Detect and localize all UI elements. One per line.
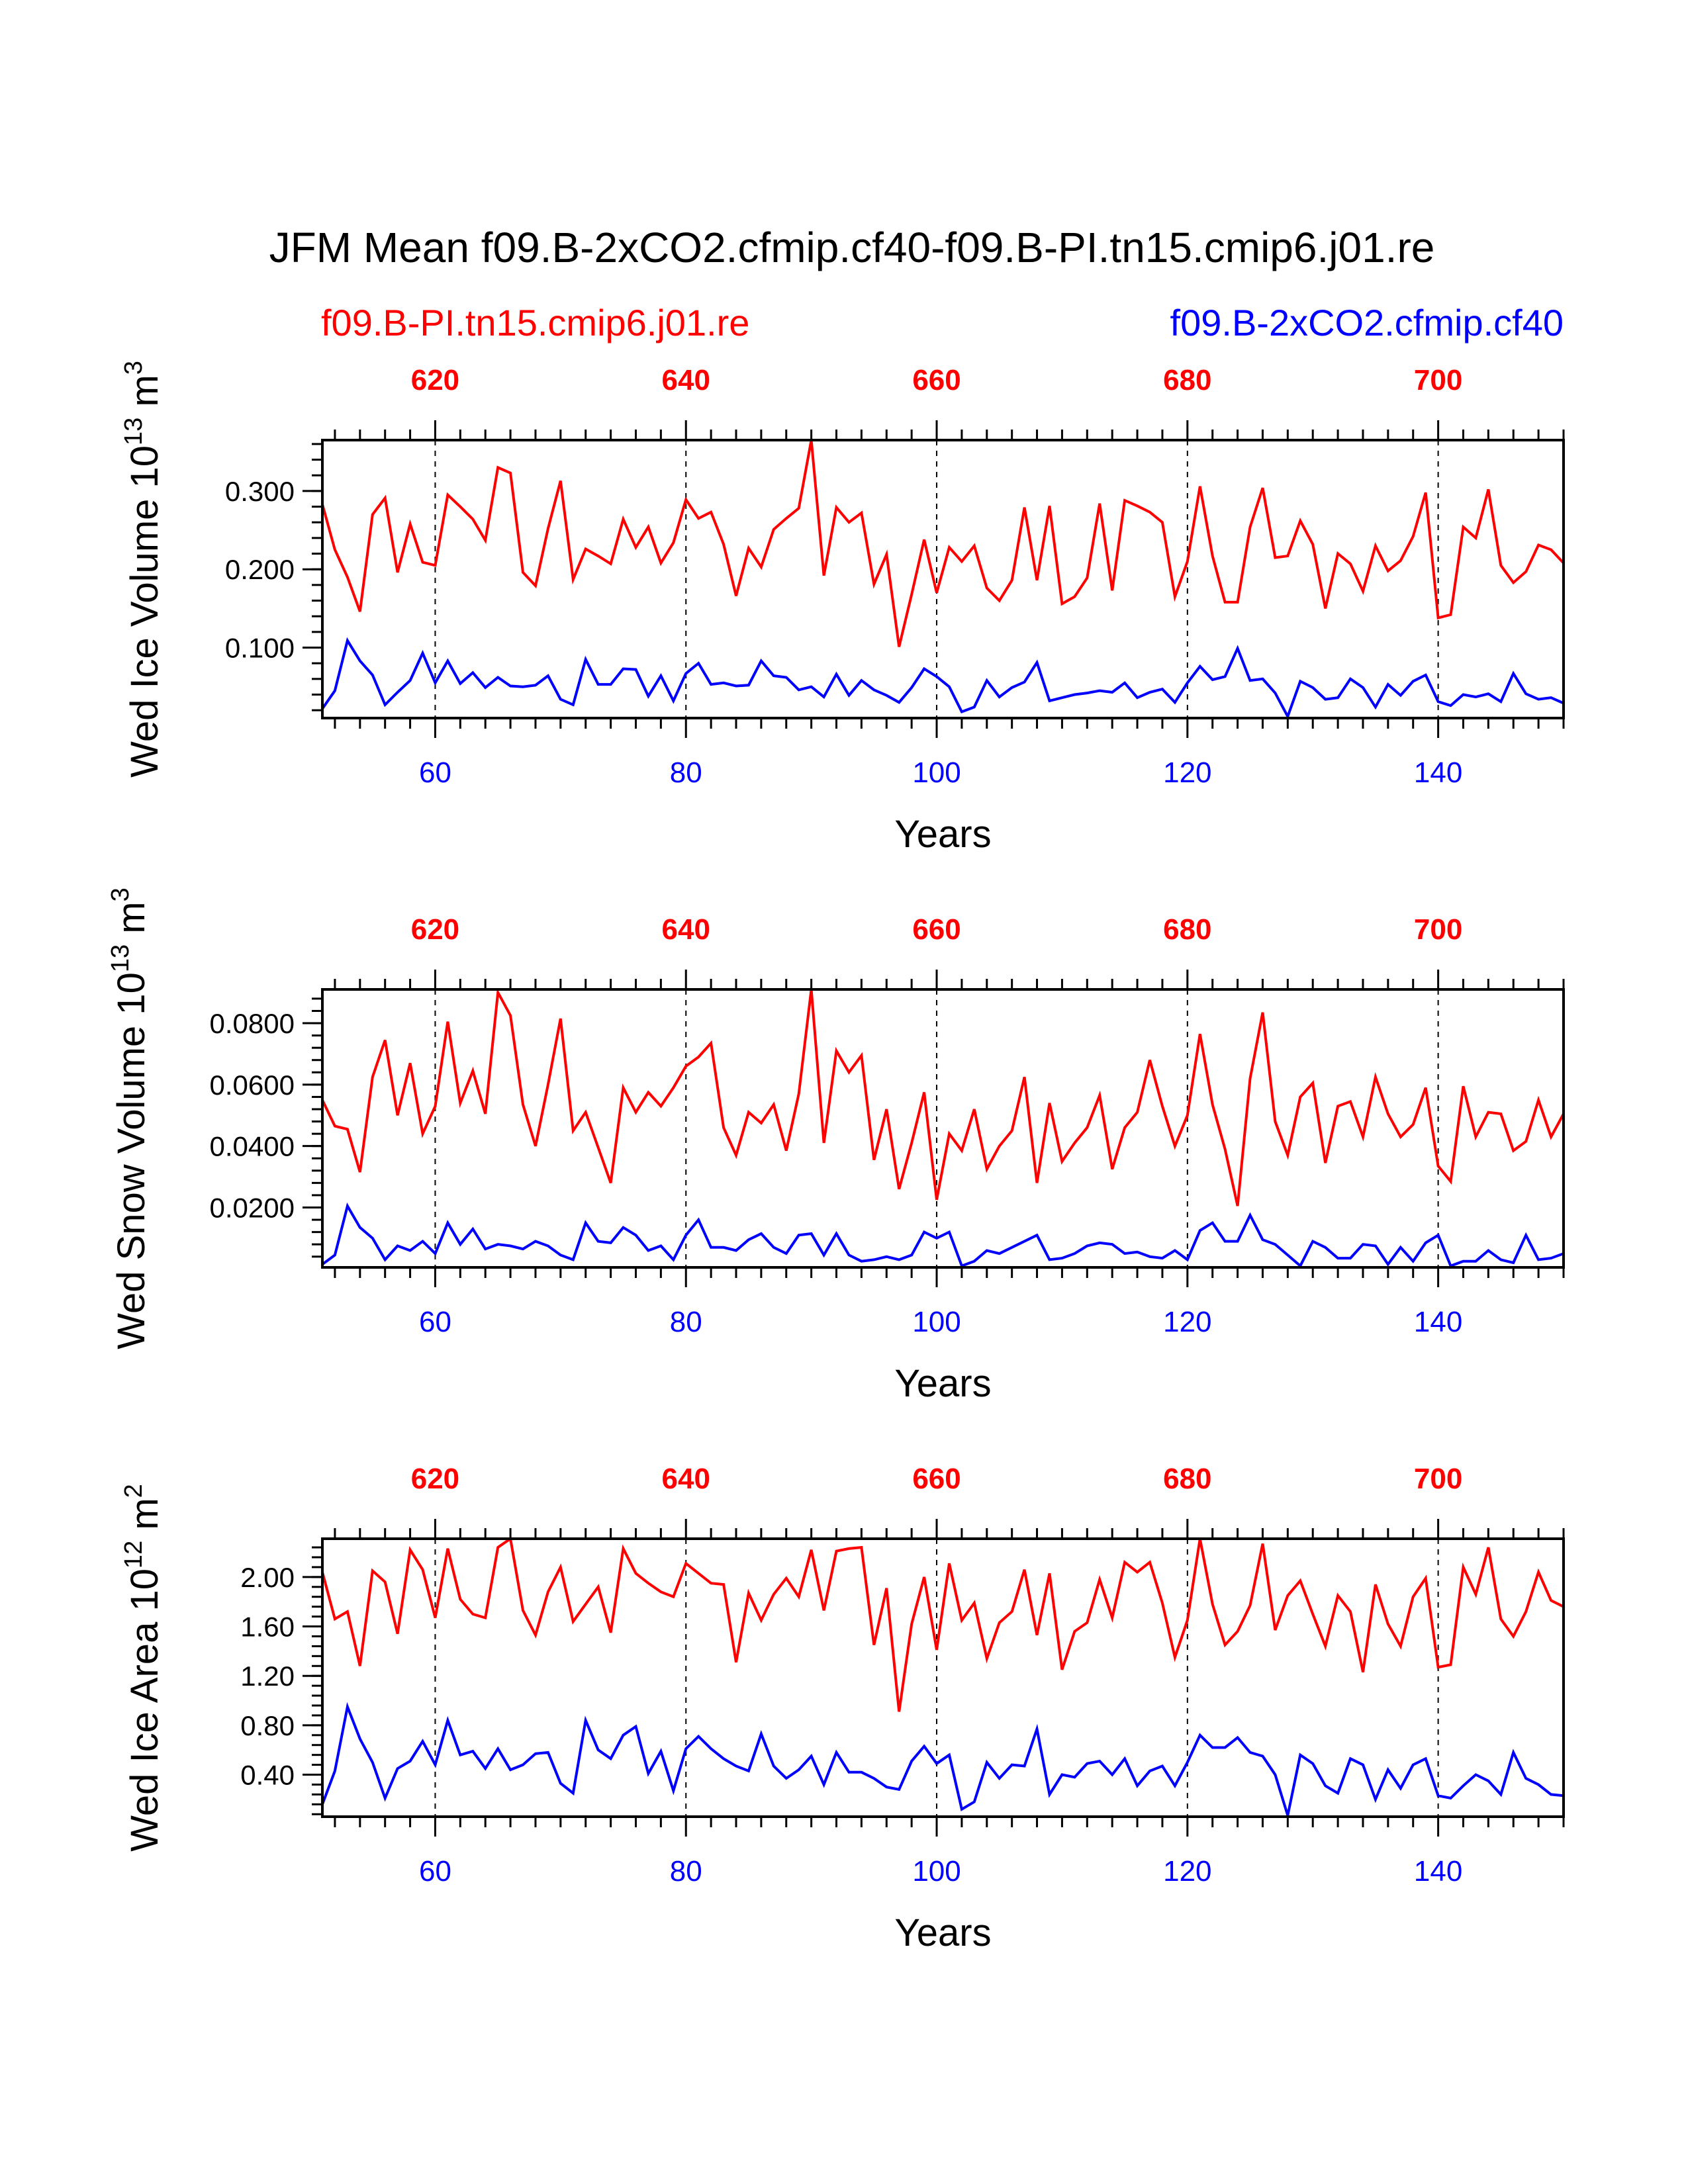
x-tick-label-bottom: 140 <box>1414 756 1462 789</box>
x-tick-label-bottom: 140 <box>1414 1306 1462 1338</box>
x-tick-label-top: 700 <box>1414 1463 1462 1495</box>
y-axis-title-unit: m <box>123 375 166 417</box>
x-tick-label-top: 680 <box>1163 364 1211 396</box>
y-axis-title-exponent: 13 <box>120 418 148 445</box>
y-tick-label: 0.0200 <box>210 1193 295 1224</box>
x-tick-label-bottom: 100 <box>912 1306 961 1338</box>
y-tick-label: 0.0400 <box>210 1131 295 1162</box>
y-tick-label: 0.40 <box>240 1760 295 1791</box>
y-tick-label: 0.0600 <box>210 1069 295 1101</box>
series-line-pi <box>321 987 1565 1206</box>
y-tick-label: 2.00 <box>240 1562 295 1593</box>
legend-label-2xco2: f09.B-2xCO2.cfmip.cf40 <box>1170 302 1564 343</box>
x-tick-label-top: 700 <box>1414 364 1462 396</box>
x-tick-label-bottom: 60 <box>419 1306 451 1338</box>
x-tick-label-bottom: 140 <box>1414 1855 1462 1888</box>
x-tick-label-bottom: 80 <box>670 1306 702 1338</box>
x-tick-label-top: 680 <box>1163 1463 1211 1495</box>
x-tick-label-bottom: 80 <box>670 1855 702 1888</box>
x-tick-label-top: 660 <box>912 913 961 946</box>
series-line-2xco2 <box>321 1202 1564 1268</box>
y-axis-title-main: Wed Ice Area 10 <box>123 1569 166 1852</box>
x-tick-label-top: 620 <box>411 364 459 396</box>
x-axis-title: Years <box>894 1911 991 1954</box>
y-axis-title-main: Wed Snow Volume 10 <box>110 972 153 1349</box>
x-tick-label-top: 660 <box>912 1463 961 1495</box>
y-axis-title-main: Wed Ice Volume 10 <box>123 445 166 778</box>
y-tick-label: 1.60 <box>240 1612 295 1643</box>
series-line-pi <box>321 1536 1564 1712</box>
chart-panel-2: 0.0200 0.0400 0.0600 0.0800 60 80 100 120 140 620… <box>107 887 1565 1405</box>
chart-panel-1: 0.100 0.200 0.300 60 80 100 120 140 620 640 660 680… <box>120 361 1565 856</box>
x-tick-label-top: 660 <box>912 364 961 396</box>
y-tick-label: 0.300 <box>225 476 295 507</box>
x-tick-label-bottom: 120 <box>1163 1855 1211 1888</box>
x-tick-label-top: 620 <box>411 913 459 946</box>
x-tick-label-top: 640 <box>662 913 710 946</box>
x-tick-label-bottom: 120 <box>1163 756 1211 789</box>
figure-title: JFM Mean f09.B-2xCO2.cfmip.cf40-f09.B-PI… <box>269 224 1435 271</box>
y-tick-label: 0.80 <box>240 1710 295 1741</box>
y-axis-title-unit: m <box>110 901 153 944</box>
x-tick-label-bottom: 120 <box>1163 1306 1211 1338</box>
legend-label-pi: f09.B-PI.tn15.cmip6.j01.re <box>321 302 749 343</box>
y-axis-title-exponent: 13 <box>107 944 134 972</box>
y-axis-title: Wed Snow Volume 1013 m3 <box>107 887 153 1349</box>
x-tick-label-bottom: 100 <box>912 756 961 789</box>
y-axis-title-unit: m <box>123 1498 166 1540</box>
series-line-pi <box>321 439 1565 647</box>
series-line-2xco2 <box>321 637 1564 720</box>
series-line-2xco2 <box>321 1702 1564 1816</box>
x-tick-label-top: 640 <box>662 1463 710 1495</box>
x-tick-label-top: 700 <box>1414 913 1462 946</box>
x-tick-label-top: 620 <box>411 1463 459 1495</box>
y-axis-title-unit-exponent: 3 <box>120 361 148 375</box>
y-tick-label: 1.20 <box>240 1661 295 1692</box>
x-tick-label-top: 680 <box>1163 913 1211 946</box>
x-tick-label-top: 640 <box>662 364 710 396</box>
x-tick-label-bottom: 60 <box>419 1855 451 1888</box>
y-axis-title: Wed Ice Area 1012 m2 <box>120 1484 166 1852</box>
panels-container: 0.100 0.200 0.300 60 80 100 120 140 620 640 660 680… <box>107 361 1565 1954</box>
plot-frame <box>321 1537 1565 1818</box>
x-axis-title: Years <box>894 813 991 856</box>
x-axis-title: Years <box>894 1362 991 1405</box>
y-tick-label: 0.200 <box>225 554 295 585</box>
chart-panel-3: 0.40 0.80 1.20 1.60 2.00 60 80 100 120 140 620 640 6… <box>120 1463 1565 1954</box>
y-tick-label: 0.0800 <box>210 1008 295 1039</box>
plot-frame <box>321 439 1565 719</box>
x-tick-label-bottom: 60 <box>419 756 451 789</box>
y-axis-title-unit-exponent: 2 <box>120 1484 148 1498</box>
y-axis-title-exponent: 12 <box>120 1541 148 1569</box>
x-tick-label-bottom: 80 <box>670 756 702 789</box>
y-axis-title: Wed Ice Volume 1013 m3 <box>120 361 166 778</box>
plot-frame <box>321 988 1565 1269</box>
y-axis-title-unit-exponent: 3 <box>107 887 134 901</box>
y-tick-label: 0.100 <box>225 633 295 664</box>
x-tick-label-bottom: 100 <box>912 1855 961 1888</box>
